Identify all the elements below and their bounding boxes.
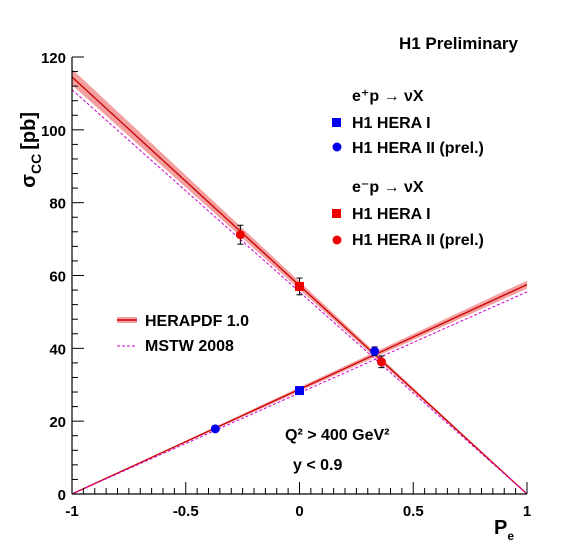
annotation-q2: Q² > 400 GeV² <box>285 427 390 444</box>
legend-process-positron: e⁺p → νX <box>352 88 424 105</box>
y-tick-label: 100 <box>41 123 66 140</box>
x-tick-label: 1 <box>523 503 531 520</box>
x-tick-label: -0.5 <box>173 503 199 520</box>
tick-marks <box>71 56 528 495</box>
y-tick-label: 120 <box>41 50 66 67</box>
x-tick-label: -1 <box>65 503 78 520</box>
x-axis-label: Pe <box>494 517 514 543</box>
legend-marker-square-blue <box>332 118 341 127</box>
data-point-circle <box>235 230 245 240</box>
annotation-y: y < 0.9 <box>293 457 342 474</box>
legend-label-mstw: MSTW 2008 <box>145 338 234 355</box>
legend-data: e⁺p → νX H1 HERA I H1 HERA II (prel.) e⁻… <box>332 88 484 249</box>
mstw-line <box>71 291 528 495</box>
data-point-circle <box>376 357 386 367</box>
y-tick-label: 0 <box>58 487 66 504</box>
y-tick-label: 40 <box>49 341 66 358</box>
y-tick-label: 60 <box>49 269 66 286</box>
legend-process-electron: e⁻p → νX <box>352 179 424 196</box>
x-tick-labels: -1 -0.5 0 0.5 1 <box>65 503 531 520</box>
x-tick-label: 0.5 <box>403 503 424 520</box>
y-tick-labels: 0 20 40 60 80 100 120 <box>41 50 66 504</box>
data-point-square <box>295 386 304 396</box>
y-tick-label: 80 <box>49 196 66 213</box>
legend-marker-circle-blue <box>332 142 342 152</box>
legend-label-pos-hera1: H1 HERA I <box>352 115 431 132</box>
legend-marker-circle-red <box>332 235 342 245</box>
chart-title: H1 Preliminary <box>399 34 519 53</box>
y-tick-label: 20 <box>49 414 66 431</box>
data-point-circle <box>210 424 220 434</box>
mstw-line <box>71 89 528 495</box>
legend-marker-square-red <box>332 209 341 218</box>
y-axis-label: σCC[pb] <box>18 112 44 188</box>
x-tick-label: 0 <box>295 503 303 520</box>
data-point-circle <box>370 346 380 356</box>
data-point-square <box>295 281 304 291</box>
legend-label-ele-hera2: H1 HERA II (prel.) <box>352 232 484 249</box>
legend-label-herapdf: HERAPDF 1.0 <box>145 313 249 330</box>
herapdf-band <box>72 69 527 494</box>
legend-label-pos-hera2: H1 HERA II (prel.) <box>352 140 484 157</box>
data-points <box>210 224 386 434</box>
legend-theory: HERAPDF 1.0 MSTW 2008 <box>117 313 249 355</box>
legend-label-ele-hera1: H1 HERA I <box>352 206 431 223</box>
